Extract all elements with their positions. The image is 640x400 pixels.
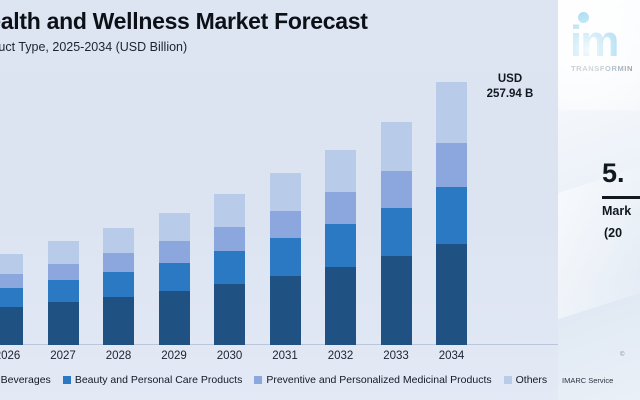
bar-segment — [47, 302, 79, 345]
bar-segment — [158, 241, 190, 263]
x-axis-tick-2026: 2026 — [0, 350, 21, 362]
bar-segment — [47, 279, 79, 303]
logo-dot-icon — [578, 12, 589, 23]
bar-segment — [214, 251, 245, 284]
bar-2034[interactable] — [436, 82, 467, 345]
x-axis-tick-2029: 2029 — [161, 350, 187, 362]
bar-segment — [158, 291, 190, 345]
bar-2028[interactable] — [103, 227, 134, 345]
brand-panel: im TRANSFORMIN 5. Mark (20 © IMARC Servi… — [558, 0, 640, 400]
bar-segment — [214, 194, 245, 227]
bar-segment — [269, 173, 301, 211]
legend-item[interactable]: Beauty and Personal Care Products — [62, 374, 243, 386]
bar-segment — [214, 226, 245, 252]
callout-currency: USD — [497, 73, 523, 85]
bar-segment — [214, 283, 245, 345]
legend-item[interactable]: s and Beverages — [0, 374, 51, 386]
legend-label: s and Beverages — [0, 374, 51, 386]
legend-label: Preventive and Personalized Medicinal Pr… — [266, 374, 492, 386]
bar-2033[interactable] — [380, 122, 412, 345]
bar-2031[interactable] — [269, 173, 301, 345]
page-title: Health and Wellness Market Forecast — [0, 8, 368, 34]
logo-tagline: TRANSFORMIN — [571, 64, 634, 73]
legend-item[interactable]: Others — [503, 374, 548, 386]
bar-segment — [380, 170, 412, 208]
bar-segment — [103, 227, 134, 254]
bar-segment — [436, 143, 467, 188]
bar-segment — [380, 122, 412, 171]
bar-2032[interactable] — [325, 149, 356, 345]
bar-segment — [436, 187, 467, 245]
bar-segment — [380, 207, 412, 257]
bar-segment — [269, 238, 301, 276]
x-axis-tick-2031: 2031 — [272, 350, 298, 362]
divider — [602, 196, 640, 199]
legend-swatch-icon — [254, 376, 263, 384]
legend-item[interactable]: Preventive and Personalized Medicinal Pr… — [254, 374, 492, 386]
x-axis-tick-2028: 2028 — [105, 350, 132, 362]
bar-2030[interactable] — [214, 194, 245, 345]
bar-segment — [436, 82, 467, 144]
bar-segment — [380, 256, 412, 345]
bar-segment — [47, 263, 79, 280]
bar-segment — [0, 273, 23, 289]
x-axis-tick-2030: 2030 — [216, 350, 243, 362]
bar-segment — [47, 241, 79, 264]
imarc-logo: im TRANSFORMIN — [566, 8, 640, 73]
bar-segment — [0, 254, 23, 274]
x-axis-tick-2027: 2027 — [50, 350, 76, 362]
bar-segment — [325, 192, 356, 224]
legend-label: Beauty and Personal Care Products — [74, 374, 243, 386]
market-year: (20 — [604, 226, 623, 240]
bar-2027[interactable] — [47, 241, 79, 345]
bar-segment — [103, 271, 134, 298]
bar-segment — [0, 307, 23, 345]
page-subtitle: Product Type, 2025-2034 (USD Billion) — [0, 40, 188, 54]
bar-segment — [436, 244, 467, 345]
market-label: Mark — [602, 204, 632, 218]
brand-footer: IMARC Service — [562, 376, 614, 385]
bar-segment — [158, 262, 190, 292]
bar-segment — [0, 288, 23, 308]
value-callout: USD 257.94 B — [466, 72, 554, 102]
bar-segment — [325, 266, 356, 345]
chart-legend: s and Beverages Beauty and Personal Care … — [0, 374, 559, 386]
x-axis-tick-2033: 2033 — [383, 350, 409, 362]
bar-segment — [269, 275, 301, 345]
bar-segment — [269, 210, 301, 239]
bar-segment — [103, 253, 134, 272]
bar-segment — [103, 297, 134, 345]
x-axis-tick-2032: 2032 — [327, 350, 354, 362]
bar-2026[interactable] — [0, 254, 23, 345]
plot-area — [0, 60, 558, 345]
x-axis-tick-2034: 2034 — [438, 350, 465, 362]
bar-segment — [325, 223, 356, 267]
legend-label: Others — [515, 374, 548, 386]
bar-segment — [325, 149, 356, 193]
chart-panel: Health and Wellness Market Forecast Prod… — [0, 0, 558, 400]
legend-swatch-icon — [503, 376, 512, 384]
logo-wordmark: im — [570, 17, 619, 66]
callout-value: 257.94 B — [486, 88, 534, 100]
bar-2029[interactable] — [158, 212, 190, 345]
market-size-value: 5. — [602, 158, 625, 188]
legend-swatch-icon — [62, 376, 71, 384]
copyright-icon: © — [620, 352, 625, 358]
bar-segment — [158, 212, 190, 242]
